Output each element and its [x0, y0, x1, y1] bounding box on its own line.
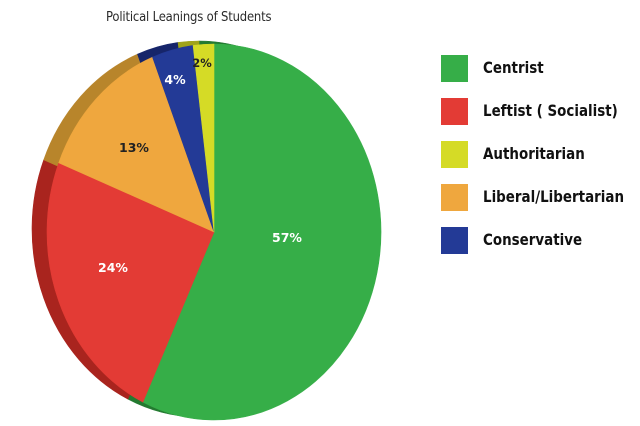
legend-label: Authoritarian [483, 144, 585, 163]
pie-slice-authoritarian [192, 43, 215, 233]
legend-swatch-centrist [441, 55, 468, 82]
slice-label-leftist: 24% [98, 260, 128, 275]
pie-slice-leftist-socialist [46, 162, 215, 403]
legend-label: Conservative [483, 230, 583, 249]
slice-label-authoritarian: 2% [192, 56, 212, 70]
legend-swatch-leftist [441, 98, 468, 125]
legend-label: Liberal/Libertarian [483, 187, 625, 206]
slice-label-conservative: 4% [164, 72, 186, 87]
chart-title: Political Leanings of Students [106, 9, 272, 25]
legend-label: Leftist ( Socialist) [483, 101, 618, 120]
pie-face [46, 43, 382, 421]
legend-label: Centrist [483, 58, 544, 77]
legend-swatch-liberal [441, 184, 468, 211]
slice-label-liberal: 13% [119, 140, 149, 155]
slice-label-centrist: 57% [272, 230, 302, 245]
legend-swatch-authoritarian [441, 141, 468, 168]
pie-slice-centrist [142, 43, 382, 421]
pie-slice-liberal-libertarian [58, 56, 215, 233]
legend-swatch-conservative [441, 227, 468, 254]
